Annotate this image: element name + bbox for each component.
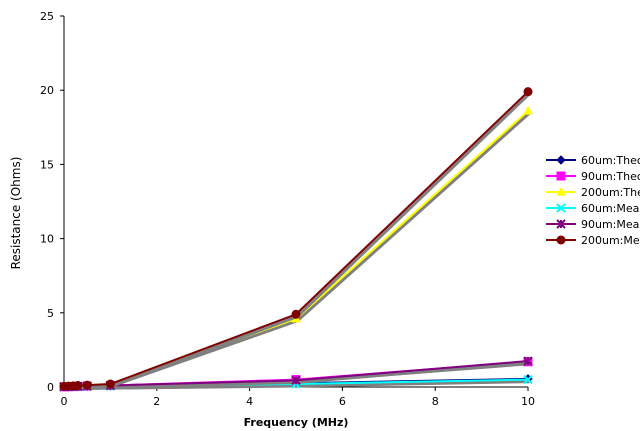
- y-tick-label: 10: [40, 233, 54, 246]
- data-point: [291, 309, 301, 319]
- legend-label: 60um:Theo: [581, 154, 640, 167]
- x-tick-label: 6: [339, 395, 346, 408]
- x-tick-label: 2: [153, 395, 160, 408]
- y-axis-title: Resistance (Ohms): [9, 157, 23, 270]
- data-point: [523, 356, 533, 366]
- x-axis-title: Frequency (MHz): [244, 416, 349, 429]
- legend-item: 200um:Meas: [546, 234, 640, 247]
- legend-item: 60um:Theo: [546, 154, 640, 167]
- series-200um-meas: [59, 87, 533, 391]
- axes: [63, 16, 528, 388]
- data-point: [523, 87, 533, 97]
- legend-marker: [556, 235, 566, 245]
- y-tick-label: 15: [40, 158, 54, 171]
- legend-label: 200um:Meas: [581, 234, 640, 247]
- series-200um-theo: [59, 105, 533, 391]
- series-line: [63, 110, 529, 388]
- y-tick-label: 25: [40, 10, 54, 23]
- x-tick-label: 4: [246, 395, 253, 408]
- legend: 60um:Theo 90um:Theo 200um:Theo 60um:Meas 90u…: [546, 154, 640, 247]
- data-point: [523, 374, 533, 385]
- data-point: [82, 380, 92, 390]
- data-point: [291, 375, 301, 386]
- series-shadow: [65, 92, 531, 390]
- y-tick-label: 5: [47, 307, 54, 320]
- legend-marker: [556, 155, 566, 165]
- data-point: [73, 381, 83, 391]
- series-group: [59, 87, 533, 392]
- x-tick-label: 8: [432, 395, 439, 408]
- data-point: [523, 105, 533, 115]
- y-tick-label: 0: [47, 381, 54, 394]
- legend-marker: [556, 203, 566, 213]
- legend-label: 90um:Theo: [581, 170, 640, 183]
- y-tick-label: 20: [40, 84, 54, 97]
- series-line: [63, 90, 529, 388]
- y-ticks: 0 5 10 15 20 25: [40, 10, 64, 394]
- legend-item: 200um:Theo: [546, 186, 640, 199]
- legend-label: 200um:Theo: [581, 186, 640, 199]
- legend-item: 90um:Meas: [546, 218, 640, 231]
- legend-marker: [556, 186, 566, 196]
- x-tick-label: 0: [61, 395, 68, 408]
- legend-marker: [556, 171, 566, 181]
- x-tick-label: 10: [521, 395, 535, 408]
- legend-label: 60um:Meas: [581, 202, 640, 215]
- legend-item: 90um:Theo: [546, 170, 640, 183]
- legend-marker: [556, 219, 566, 229]
- x-ticks: 0 2 4 6 8 10: [61, 387, 535, 408]
- series-shadow: [65, 111, 531, 391]
- legend-item: 60um:Meas: [546, 202, 640, 215]
- data-point: [105, 379, 115, 389]
- legend-label: 90um:Meas: [581, 218, 640, 231]
